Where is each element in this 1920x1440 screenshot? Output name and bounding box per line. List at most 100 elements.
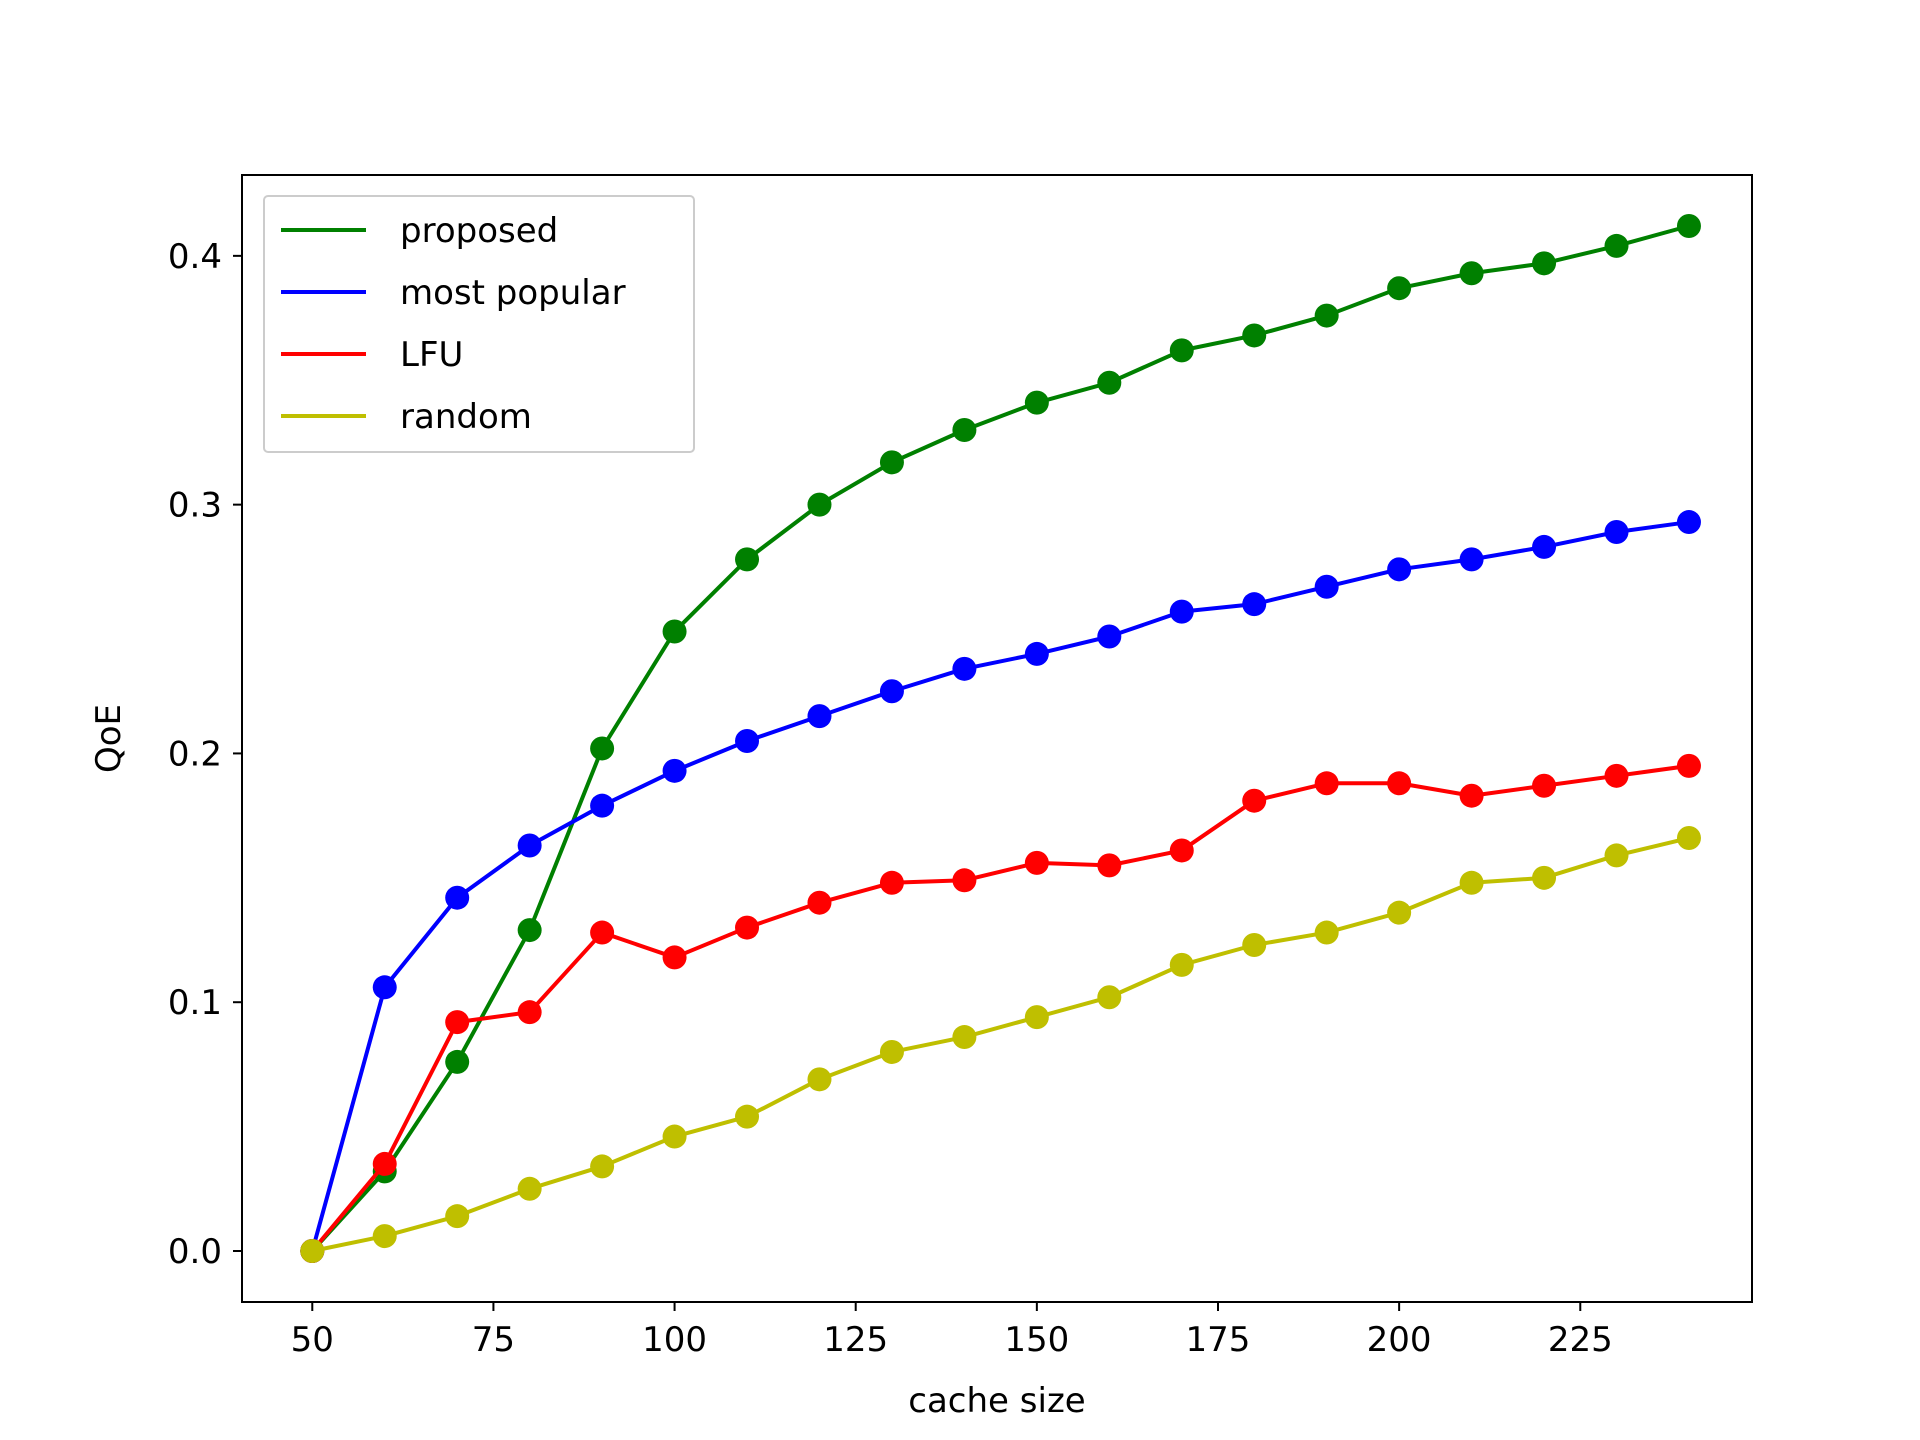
data-point <box>807 890 832 915</box>
data-point <box>1314 303 1339 328</box>
x-tick-label: 125 <box>823 1320 888 1360</box>
data-point <box>1604 233 1629 258</box>
data-point <box>952 868 977 893</box>
x-tick-label: 175 <box>1186 1320 1251 1360</box>
data-point <box>879 1039 904 1064</box>
data-point <box>1676 826 1701 851</box>
data-point <box>1604 520 1629 545</box>
data-point <box>445 1049 470 1074</box>
series-line <box>310 763 1690 1253</box>
data-point <box>517 833 542 858</box>
x-axis-label: cache size <box>908 1381 1085 1421</box>
data-point <box>517 918 542 943</box>
data-point <box>662 945 687 970</box>
data-point <box>590 736 615 761</box>
data-point <box>1459 261 1484 286</box>
data-point <box>879 679 904 704</box>
data-point <box>1097 370 1122 395</box>
legend-label: LFU <box>400 335 463 375</box>
data-point <box>1242 932 1267 957</box>
data-point <box>1169 599 1194 624</box>
data-point <box>1387 900 1412 925</box>
x-tick-label: 150 <box>1004 1320 1069 1360</box>
x-axis: 50 75 100 125 150 175 200 225 <box>291 1302 1613 1360</box>
series-line <box>310 520 1690 1252</box>
legend-item: most popular <box>281 273 626 313</box>
data-point <box>1314 574 1339 599</box>
plot-frame <box>241 174 1753 1303</box>
y-axis: 0.0 0.1 0.2 0.3 0.4 <box>168 237 242 1272</box>
data-point <box>1676 214 1701 239</box>
data-point <box>1242 323 1267 348</box>
series-lfu <box>300 753 1701 1263</box>
data-point <box>1169 338 1194 363</box>
data-point <box>1314 771 1339 796</box>
y-tick-label: 0.4 <box>168 237 222 277</box>
data-point <box>1242 592 1267 617</box>
data-point <box>1459 783 1484 808</box>
series-layer <box>300 214 1701 1263</box>
data-point <box>300 1238 325 1263</box>
data-point <box>1097 853 1122 878</box>
data-point <box>1532 773 1557 798</box>
data-point <box>1459 870 1484 895</box>
data-point <box>517 1176 542 1201</box>
data-point <box>1097 624 1122 649</box>
data-point <box>662 1124 687 1149</box>
data-point <box>807 704 832 729</box>
legend-label: most popular <box>400 273 626 313</box>
data-point <box>952 1025 977 1050</box>
data-point <box>662 758 687 783</box>
data-point <box>952 656 977 681</box>
legend-box <box>263 195 695 453</box>
x-tick-label: 100 <box>642 1320 707 1360</box>
data-point <box>735 547 760 572</box>
x-tick-label: 50 <box>291 1320 334 1360</box>
data-point <box>1024 1005 1049 1030</box>
data-point <box>517 1000 542 1025</box>
data-point <box>445 885 470 910</box>
legend-item: random <box>281 397 532 437</box>
legend: proposed most popular LFU random <box>263 195 695 453</box>
series-random <box>300 826 1701 1263</box>
data-point <box>1676 753 1701 778</box>
data-point <box>1459 547 1484 572</box>
legend-item: LFU <box>281 335 463 375</box>
data-point <box>372 1224 397 1249</box>
x-tick-label: 225 <box>1548 1320 1613 1360</box>
data-point <box>1387 771 1412 796</box>
y-tick-label: 0.1 <box>168 983 222 1023</box>
data-point <box>445 1010 470 1035</box>
legend-label: proposed <box>400 211 558 251</box>
data-point <box>590 1154 615 1179</box>
data-point <box>1024 850 1049 875</box>
data-point <box>1532 534 1557 559</box>
data-point <box>735 1104 760 1129</box>
data-point <box>445 1204 470 1229</box>
data-point <box>372 975 397 1000</box>
data-point <box>1169 952 1194 977</box>
data-point <box>590 920 615 945</box>
data-point <box>735 915 760 940</box>
x-tick-label: 75 <box>472 1320 515 1360</box>
data-point <box>1387 557 1412 582</box>
data-point <box>662 619 687 644</box>
y-tick-label: 0.0 <box>168 1232 222 1272</box>
data-point <box>1097 985 1122 1010</box>
data-point <box>879 450 904 475</box>
x-tick-label: 200 <box>1367 1320 1432 1360</box>
legend-item: proposed <box>281 211 558 251</box>
data-point <box>590 793 615 818</box>
data-point <box>1314 920 1339 945</box>
data-point <box>807 1067 832 1092</box>
data-point <box>1387 276 1412 301</box>
series-line <box>310 224 1690 1253</box>
data-point <box>1169 838 1194 863</box>
data-point <box>1604 843 1629 868</box>
data-point <box>952 418 977 443</box>
y-tick-label: 0.2 <box>168 734 222 774</box>
data-point <box>1024 641 1049 666</box>
data-point <box>807 492 832 517</box>
